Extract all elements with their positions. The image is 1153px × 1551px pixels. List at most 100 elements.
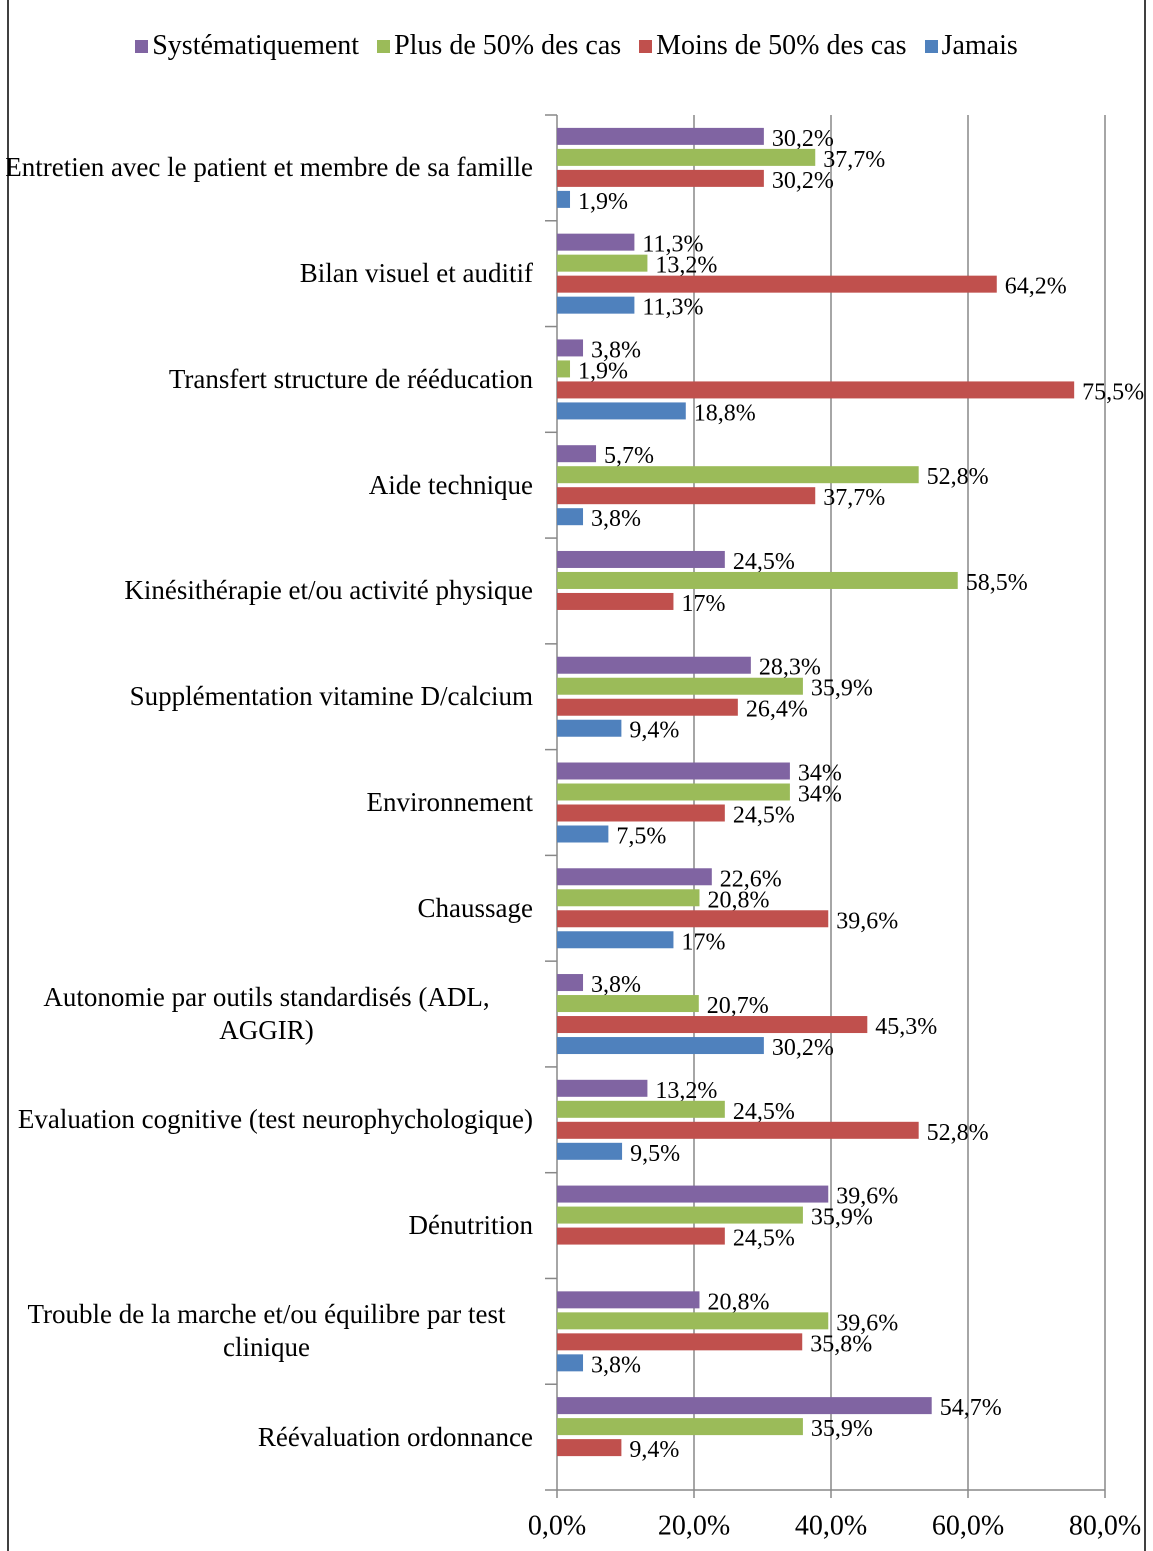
bar xyxy=(557,868,712,886)
bar xyxy=(557,910,829,928)
legend: Systématiquement Plus de 50% des cas Moins… xyxy=(0,30,1153,62)
legend-item: Jamais xyxy=(924,30,1018,62)
category-text: Aide technique xyxy=(368,469,533,500)
x-tick-label: 40,0% xyxy=(795,1510,867,1541)
legend-item: Plus de 50% des cas xyxy=(377,30,621,62)
x-tick-label: 0,0% xyxy=(528,1510,586,1541)
value-label: 39,6% xyxy=(836,1310,898,1336)
bar xyxy=(557,1354,584,1372)
value-label: 45,3% xyxy=(875,1014,937,1040)
bar xyxy=(557,275,997,293)
category-label: Kinésithérapie et/ou activité physique xyxy=(0,538,533,644)
category-text: Evaluation cognitive (test neurophycholo… xyxy=(17,1104,533,1135)
value-label: 64,2% xyxy=(1005,274,1067,300)
value-label: 34% xyxy=(798,782,842,808)
bar xyxy=(557,169,764,187)
bar xyxy=(557,677,803,695)
bar xyxy=(557,804,725,822)
value-label: 3,8% xyxy=(591,506,641,532)
bar xyxy=(557,571,958,589)
value-label: 35,9% xyxy=(811,676,873,702)
value-label: 7,5% xyxy=(616,824,666,850)
category-text: Trouble de la marche et/ou équilibre par… xyxy=(27,1299,506,1363)
value-label: 39,6% xyxy=(836,908,898,934)
category-label: Transfert structure de rééducation xyxy=(0,327,533,433)
bar xyxy=(557,1397,932,1415)
category-label: Chaussage xyxy=(0,855,533,961)
category-text: Autonomie par outils standardisés (ADL, … xyxy=(43,982,490,1046)
bar xyxy=(557,931,674,949)
bar xyxy=(557,360,571,378)
bar xyxy=(557,1185,829,1203)
value-label: 37,7% xyxy=(823,147,885,173)
value-label: 24,5% xyxy=(733,549,795,575)
bar xyxy=(557,339,584,357)
bar xyxy=(557,974,584,992)
bar xyxy=(557,1037,764,1055)
legend-label: Jamais xyxy=(941,30,1018,61)
frame xyxy=(7,0,1146,1551)
value-label: 22,6% xyxy=(720,866,782,892)
bar xyxy=(557,592,674,610)
bar xyxy=(557,1079,648,1097)
x-tick-label: 20,0% xyxy=(658,1510,730,1541)
bar xyxy=(557,1206,803,1224)
bar xyxy=(557,487,816,505)
bar xyxy=(557,508,584,526)
legend-swatch xyxy=(639,39,653,53)
bar xyxy=(557,402,686,420)
legend-label: Moins de 50% des cas xyxy=(656,30,907,61)
value-label: 75,5% xyxy=(1082,379,1144,405)
bar xyxy=(557,1291,700,1309)
bar xyxy=(557,381,1075,399)
value-label: 30,2% xyxy=(772,168,834,194)
value-label: 11,3% xyxy=(642,295,703,321)
value-label: 35,8% xyxy=(810,1331,872,1357)
value-label: 35,9% xyxy=(811,1416,873,1442)
bar xyxy=(557,783,790,801)
value-label: 13,2% xyxy=(655,253,717,279)
value-label: 58,5% xyxy=(966,570,1028,596)
bar xyxy=(557,1312,829,1330)
category-text: Réévaluation ordonnance xyxy=(257,1421,533,1452)
category-label: Aide technique xyxy=(0,432,533,538)
category-text: Dénutrition xyxy=(408,1210,533,1241)
value-label: 13,2% xyxy=(655,1078,717,1104)
value-label: 1,9% xyxy=(578,358,628,384)
category-text: Entretien avec le patient et membre de s… xyxy=(5,152,533,183)
category-text: Chaussage xyxy=(417,892,533,923)
category-text: Supplémentation vitamine D/calcium xyxy=(129,681,533,712)
value-label: 28,3% xyxy=(759,655,821,681)
bar xyxy=(557,719,622,737)
value-label: 9,5% xyxy=(630,1141,680,1167)
category-text: Environnement xyxy=(366,786,533,817)
bar xyxy=(557,889,700,907)
value-label: 3,8% xyxy=(591,972,641,998)
bar xyxy=(557,296,635,314)
category-label: Bilan visuel et auditif xyxy=(0,221,533,327)
value-label: 20,7% xyxy=(707,993,769,1019)
legend-swatch xyxy=(924,39,938,53)
bar xyxy=(557,466,919,484)
category-label: Entretien avec le patient et membre de s… xyxy=(0,115,533,221)
bar xyxy=(557,190,571,208)
bar xyxy=(557,762,790,780)
bar xyxy=(557,127,764,145)
category-label: Environnement xyxy=(0,750,533,856)
bar xyxy=(557,148,816,166)
value-label: 17% xyxy=(681,591,725,617)
value-label: 54,7% xyxy=(940,1395,1002,1421)
category-text: Kinésithérapie et/ou activité physique xyxy=(124,575,533,606)
value-label: 52,8% xyxy=(927,1120,989,1146)
bar xyxy=(557,1227,725,1245)
bar xyxy=(557,656,751,674)
value-label: 20,8% xyxy=(707,887,769,913)
value-label: 9,4% xyxy=(629,718,679,744)
value-label: 9,4% xyxy=(629,1437,679,1463)
bar xyxy=(557,1333,803,1351)
legend-item: Systématiquement xyxy=(135,30,359,62)
legend-swatch xyxy=(377,39,391,53)
bar xyxy=(557,825,609,843)
legend-label: Plus de 50% des cas xyxy=(394,30,622,61)
